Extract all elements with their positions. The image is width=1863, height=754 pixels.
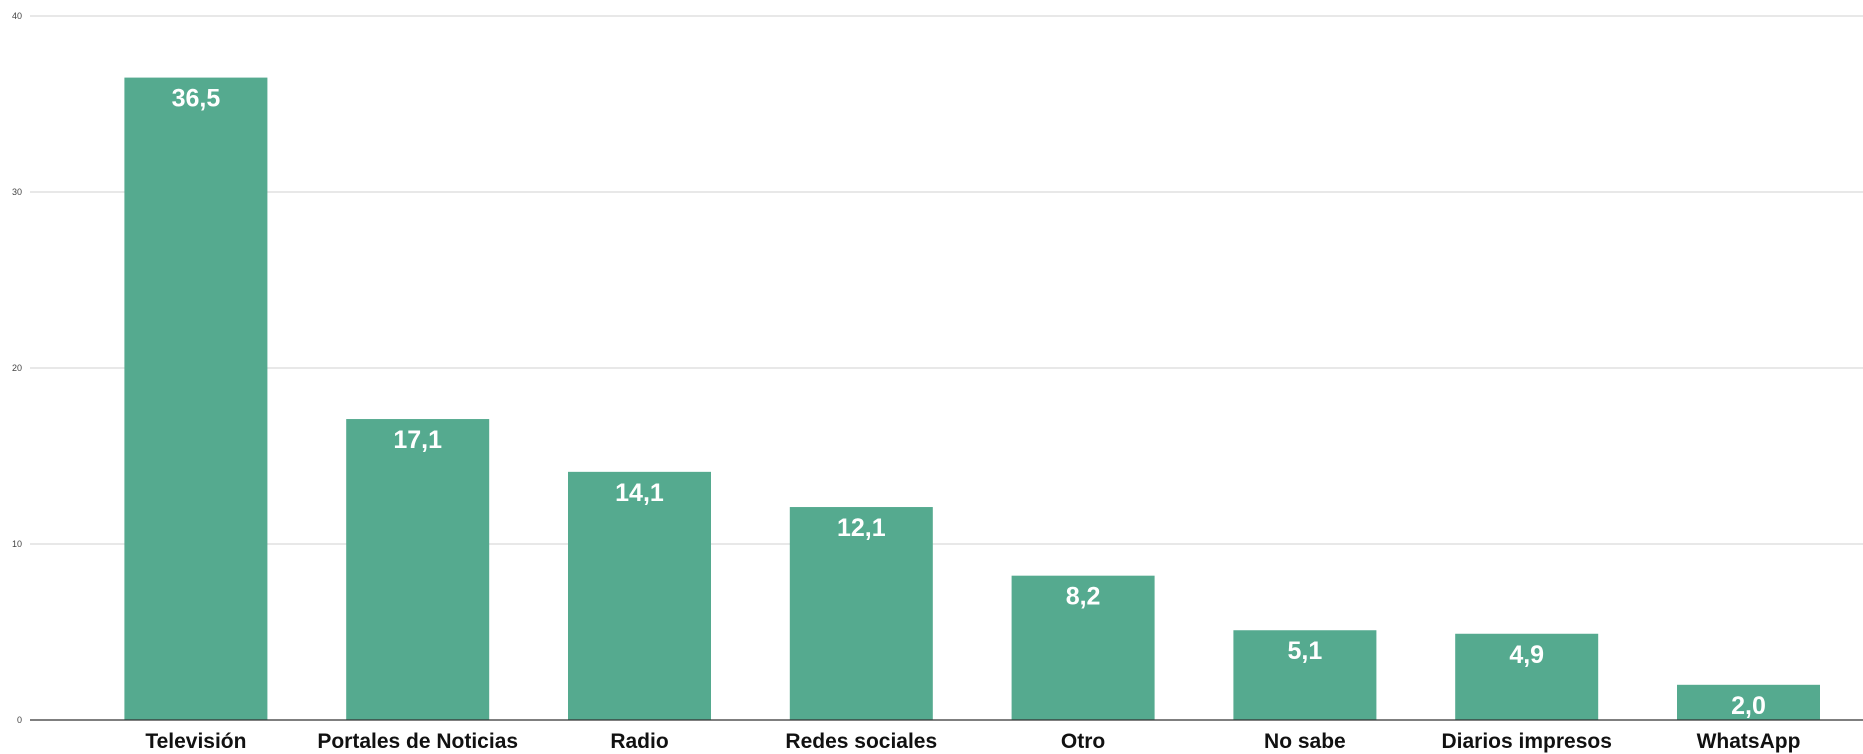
x-tick-label-2: Radio bbox=[610, 730, 668, 753]
x-tick-label-4: Otro bbox=[1061, 730, 1105, 753]
bar-value-label-4: 8,2 bbox=[1066, 583, 1101, 611]
x-tick-label-6: Diarios impresos bbox=[1441, 730, 1611, 753]
x-tick-label-5: No sabe bbox=[1264, 730, 1346, 753]
bar-value-label-5: 5,1 bbox=[1288, 637, 1323, 665]
bar-value-label-1: 17,1 bbox=[393, 426, 442, 454]
bar-0 bbox=[124, 77, 268, 721]
bar-1 bbox=[346, 419, 490, 720]
bar-value-label-2: 14,1 bbox=[615, 479, 664, 507]
x-tick-label-0: Televisión bbox=[145, 730, 246, 753]
x-tick-label-1: Portales de Noticias bbox=[317, 730, 518, 753]
bar-4 bbox=[1011, 575, 1155, 720]
data-labels: 36,5 17,1 14,1 12,1 8,2 5,1 4,9 2,0 bbox=[172, 85, 1766, 720]
bar-7 bbox=[1677, 684, 1820, 720]
bar-value-label-7: 2,0 bbox=[1731, 692, 1766, 720]
bar-6 bbox=[1455, 633, 1599, 720]
x-axis-ticks: Televisión Portales de Noticias Radio Redes… bbox=[145, 730, 1800, 753]
bars bbox=[124, 77, 1820, 721]
y-tick-label-2: 20 bbox=[12, 363, 22, 373]
bar-value-label-0: 36,5 bbox=[172, 85, 221, 113]
x-tick-label-7: WhatsApp bbox=[1697, 730, 1801, 753]
gridlines bbox=[30, 15, 1863, 545]
y-tick-label-1: 10 bbox=[12, 539, 22, 549]
y-tick-label-0: 0 bbox=[17, 715, 22, 725]
y-tick-label-3: 30 bbox=[12, 187, 22, 197]
bar-5 bbox=[1233, 630, 1377, 720]
bar-3 bbox=[789, 507, 933, 720]
y-tick-label-4: 40 bbox=[12, 11, 22, 21]
x-tick-label-3: Redes sociales bbox=[785, 730, 937, 753]
bar-value-label-3: 12,1 bbox=[837, 514, 886, 542]
bar-value-label-6: 4,9 bbox=[1509, 641, 1544, 669]
bar-2 bbox=[568, 471, 711, 720]
y-axis-ticks: 0 10 20 30 40 bbox=[12, 11, 22, 725]
